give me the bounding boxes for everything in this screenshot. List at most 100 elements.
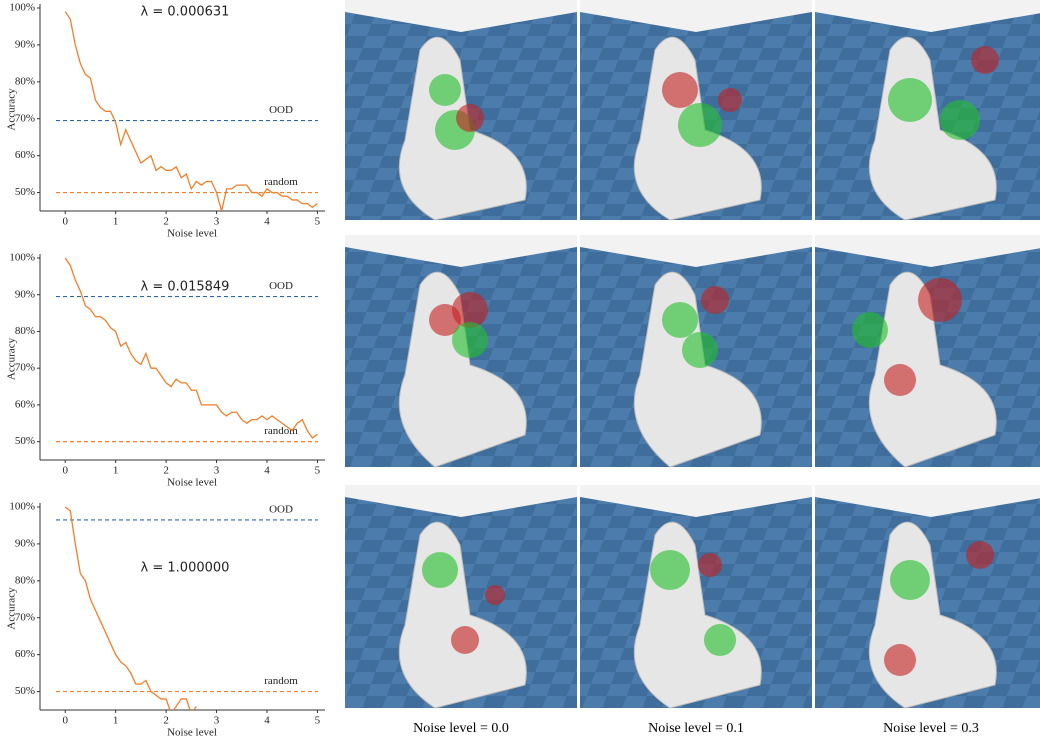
limb (940, 100, 980, 140)
y-tick-label: 60% (15, 648, 35, 660)
limb (704, 624, 736, 656)
limb (682, 332, 718, 368)
limb (884, 644, 916, 676)
x-tick-label: 1 (113, 216, 119, 228)
y-tick-label: 60% (15, 149, 35, 161)
y-tick-label: 90% (15, 537, 35, 549)
x-tick-label: 5 (315, 715, 321, 727)
x-tick-label: 3 (214, 715, 220, 727)
y-tick-label: 50% (15, 685, 35, 697)
y-tick-label: 70% (15, 611, 35, 623)
y-tick-label: 100% (9, 501, 35, 513)
reference-label: random (264, 176, 298, 188)
render-panel (815, 0, 1040, 221)
x-tick-label: 2 (163, 465, 169, 477)
limb (429, 74, 461, 106)
panel-wall (815, 485, 1040, 517)
y-tick-label: 90% (15, 288, 35, 300)
accuracy-line (64, 506, 197, 710)
x-tick-label: 0 (62, 465, 68, 477)
render-panel (345, 0, 577, 221)
y-tick-label: 90% (15, 38, 35, 50)
y-axis-label: Accuracy (6, 587, 18, 630)
lambda-annotation: λ = 1.000000 (141, 561, 230, 576)
x-tick-label: 0 (62, 216, 68, 228)
x-tick-label: 4 (264, 715, 270, 727)
caption: Noise level = 0.0 (413, 721, 509, 736)
caption: Noise level = 0.1 (648, 721, 744, 736)
panel-wall (580, 235, 812, 267)
limb (485, 585, 505, 605)
line-chart: 50% 60% 70% 80% 90% 100% 0 1 2 3 4 5 Noise level Accu… (6, 2, 325, 240)
panel-wall (345, 0, 577, 32)
y-axis-label: Accuracy (6, 337, 18, 380)
limb (718, 88, 742, 112)
wheelchair (868, 271, 997, 468)
render-panel (580, 235, 812, 468)
limb (650, 550, 690, 590)
y-tick-label: 80% (15, 75, 35, 87)
panel-wall (815, 0, 1040, 32)
accuracy-line (64, 11, 318, 211)
render-panel (580, 485, 812, 709)
limb (698, 553, 722, 577)
x-axis-label: Noise level (167, 727, 217, 739)
render-panel (815, 235, 1040, 468)
limb (971, 46, 999, 74)
y-tick-label: 100% (9, 2, 35, 14)
accuracy-line (64, 257, 318, 439)
panel-wall (345, 235, 577, 267)
x-tick-label: 3 (214, 216, 220, 228)
x-tick-label: 0 (62, 715, 68, 727)
limb (662, 72, 698, 108)
render-panel (815, 485, 1040, 709)
reference-label: OOD (269, 280, 293, 292)
limb (456, 104, 484, 132)
render-panel (345, 235, 577, 468)
limb (451, 626, 479, 654)
line-chart: 50% 60% 70% 80% 90% 100% 0 1 2 3 4 5 Noise level Accu… (6, 501, 325, 739)
limb (918, 278, 962, 322)
reference-label: OOD (269, 503, 293, 515)
panel-wall (345, 485, 577, 517)
reference-label: OOD (269, 104, 293, 116)
render-panel (345, 485, 577, 709)
limb (701, 286, 729, 314)
y-tick-label: 100% (9, 252, 35, 264)
y-tick-label: 70% (15, 112, 35, 124)
panel-wall (815, 235, 1040, 267)
limb (422, 552, 458, 588)
limb (884, 364, 916, 396)
y-axis-label: Accuracy (6, 88, 18, 131)
limb (888, 78, 932, 122)
limb (452, 292, 488, 328)
panel-wall (580, 0, 812, 32)
reference-label: random (264, 675, 298, 687)
panel-wall (580, 485, 812, 517)
limb (890, 560, 930, 600)
limb (662, 302, 698, 338)
lambda-annotation: λ = 0.000631 (141, 5, 230, 20)
x-tick-label: 5 (315, 465, 321, 477)
y-tick-label: 80% (15, 325, 35, 337)
x-tick-label: 1 (113, 715, 119, 727)
limb (966, 541, 994, 569)
y-tick-label: 60% (15, 398, 35, 410)
x-tick-label: 1 (113, 465, 119, 477)
x-axis-label: Noise level (167, 228, 217, 240)
render-panel (580, 0, 812, 221)
limb (678, 103, 722, 147)
line-chart: 50% 60% 70% 80% 90% 100% 0 1 2 3 4 5 Noise level Accu… (6, 252, 325, 489)
x-tick-label: 2 (163, 715, 169, 727)
x-axis-label: Noise level (167, 477, 217, 489)
y-tick-label: 50% (15, 435, 35, 447)
x-tick-label: 5 (315, 216, 321, 228)
x-tick-label: 4 (264, 465, 270, 477)
x-tick-label: 3 (214, 465, 220, 477)
limb (852, 312, 888, 348)
y-tick-label: 70% (15, 362, 35, 374)
y-tick-label: 50% (15, 186, 35, 198)
reference-label: random (264, 425, 298, 437)
lambda-annotation: λ = 0.015849 (141, 280, 230, 295)
